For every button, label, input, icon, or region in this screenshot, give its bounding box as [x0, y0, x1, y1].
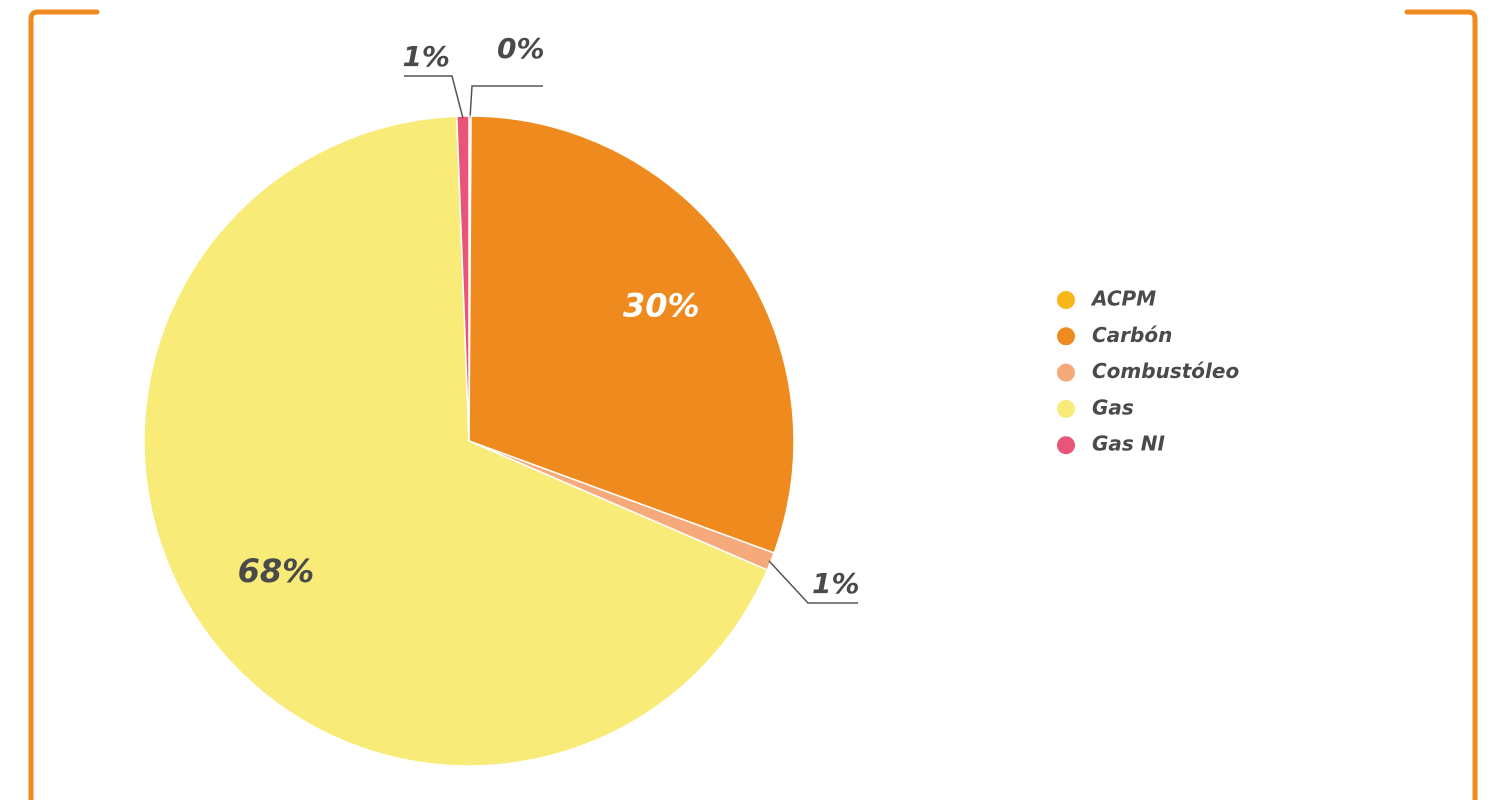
data-label: 68%: [238, 552, 315, 590]
leader-line: [768, 560, 858, 604]
pie-slice: [468, 115, 795, 554]
legend-label: Combustóleo: [1092, 359, 1239, 383]
legend-marker: [1057, 436, 1075, 455]
frame-corner-left: [28, 9, 100, 800]
leader-line: [469, 85, 543, 119]
pie-slice: [143, 115, 769, 767]
data-label: 0%: [497, 32, 545, 65]
leader-line: [404, 75, 464, 119]
legend-label: Gas NI: [1092, 432, 1166, 456]
legend-label: ACPM: [1090, 287, 1156, 311]
legend-label: Carbón: [1092, 323, 1172, 347]
frame-corner-right: [1404, 9, 1478, 800]
data-label: 1%: [812, 567, 860, 600]
legend-label: Gas: [1092, 395, 1134, 419]
data-label: 1%: [402, 40, 450, 73]
legend-marker: [1057, 327, 1075, 346]
legend-marker: [1057, 399, 1075, 418]
data-label: 30%: [623, 287, 700, 325]
legend-marker: [1057, 291, 1075, 309]
legend-marker: [1057, 363, 1075, 382]
